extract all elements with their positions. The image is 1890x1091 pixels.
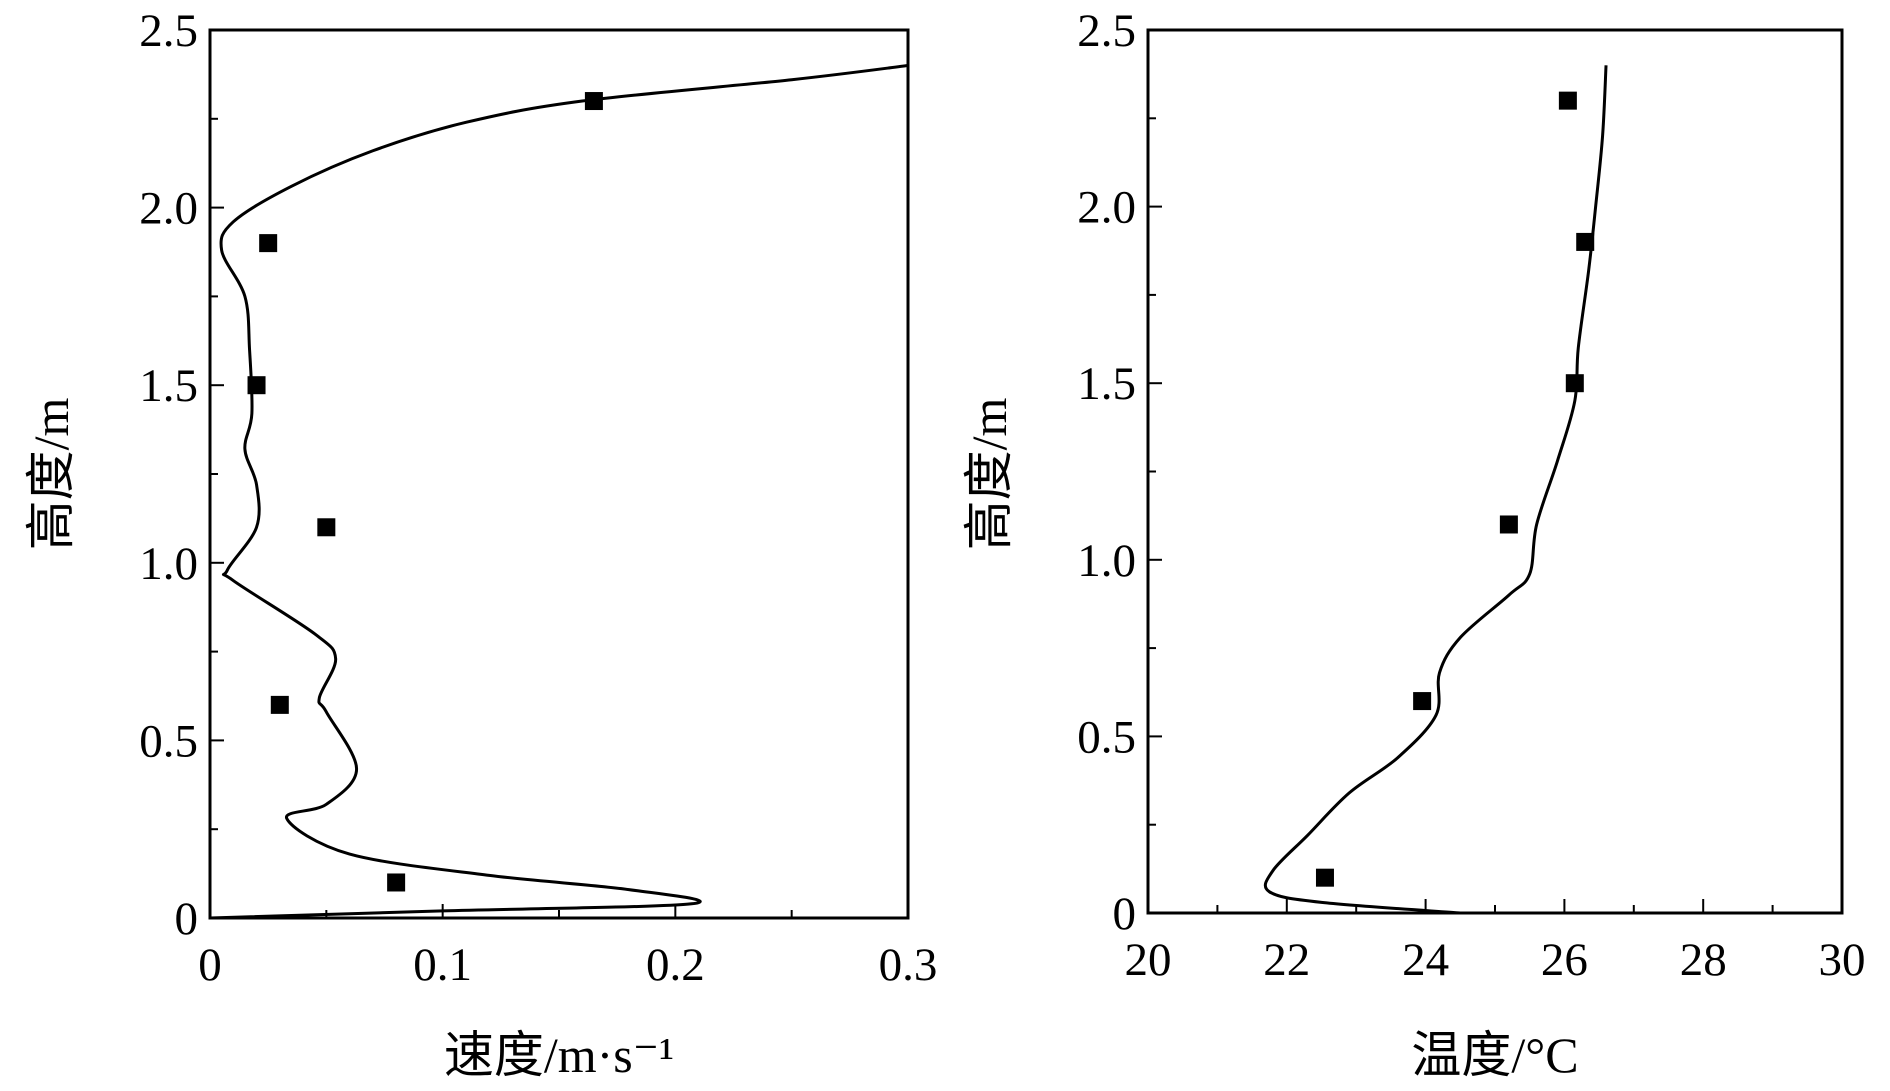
simulation-line (1263, 65, 1608, 915)
y-tick-label: 2.0 (1077, 182, 1136, 234)
data-marks (209, 64, 909, 920)
measured-point (259, 234, 278, 253)
y-tick-label: 2.5 (139, 5, 198, 57)
y-tick-label: 1.0 (139, 538, 198, 590)
x-tick-label: 0.2 (646, 939, 705, 991)
y-tick-label: 2.5 (1077, 5, 1136, 57)
measured-point (1315, 868, 1334, 887)
x-tick-label: 0.1 (413, 939, 472, 991)
y-axis-title: 高度/m (23, 398, 79, 551)
plot-frame (208, 28, 910, 920)
x-tick-label: 28 (1680, 934, 1727, 986)
y-tick-label: 2.0 (139, 183, 198, 235)
x-axis-title: 温度/°C (1411, 1027, 1578, 1083)
y-tick-label: 0.5 (139, 715, 198, 767)
measured-point (387, 873, 406, 892)
y-tick-label: 1.5 (139, 360, 198, 412)
x-tick-label: 30 (1819, 934, 1866, 986)
plot-frame (1146, 28, 1844, 915)
data-marks (1263, 65, 1608, 915)
x-tick-label: 26 (1541, 934, 1588, 986)
y-tick-labels: 0 0.5 1.0 1.5 2.0 2.5 (139, 5, 198, 945)
x-tick-label: 24 (1402, 934, 1449, 986)
temperature-height-chart: 20 22 24 26 28 30 0 0.5 1.0 1.5 2.0 2.5 温度/°C 高度/m (961, 5, 1866, 1083)
x-tick-labels: 0 0.1 0.2 0.3 (198, 939, 937, 991)
x-tick-label: 22 (1263, 934, 1310, 986)
velocity-height-chart: 0 0.1 0.2 0.3 0 0.5 1.0 1.5 2.0 2.5 速度/m·s⁻¹ 高度/… (23, 5, 937, 1083)
measured-point (1499, 515, 1518, 534)
measured-point (1565, 374, 1584, 393)
y-tick-label: 0.5 (1077, 711, 1136, 763)
x-tick-label: 0 (198, 939, 222, 991)
x-tick-labels: 20 22 24 26 28 30 (1125, 934, 1866, 986)
measured-point (270, 695, 289, 714)
y-tick-label: 0 (175, 893, 199, 945)
measured-point (1576, 232, 1595, 251)
x-tick-label: 0.3 (879, 939, 938, 991)
measured-point (1558, 91, 1577, 110)
measured-point (584, 92, 603, 111)
x-tick-label: 20 (1125, 934, 1172, 986)
y-tick-label: 1.5 (1077, 358, 1136, 410)
y-tick-labels: 0 0.5 1.0 1.5 2.0 2.5 (1077, 5, 1136, 940)
axis-ticks (1147, 29, 1843, 914)
y-tick-label: 0 (1113, 888, 1137, 940)
x-axis-title: 速度/m·s⁻¹ (444, 1027, 674, 1083)
y-axis-title: 高度/m (961, 398, 1017, 551)
measured-point (317, 518, 336, 537)
y-tick-label: 1.0 (1077, 535, 1136, 587)
measured-point (247, 376, 266, 395)
axis-ticks (209, 29, 909, 919)
simulation-line (209, 64, 909, 920)
measured-point (1413, 692, 1432, 711)
